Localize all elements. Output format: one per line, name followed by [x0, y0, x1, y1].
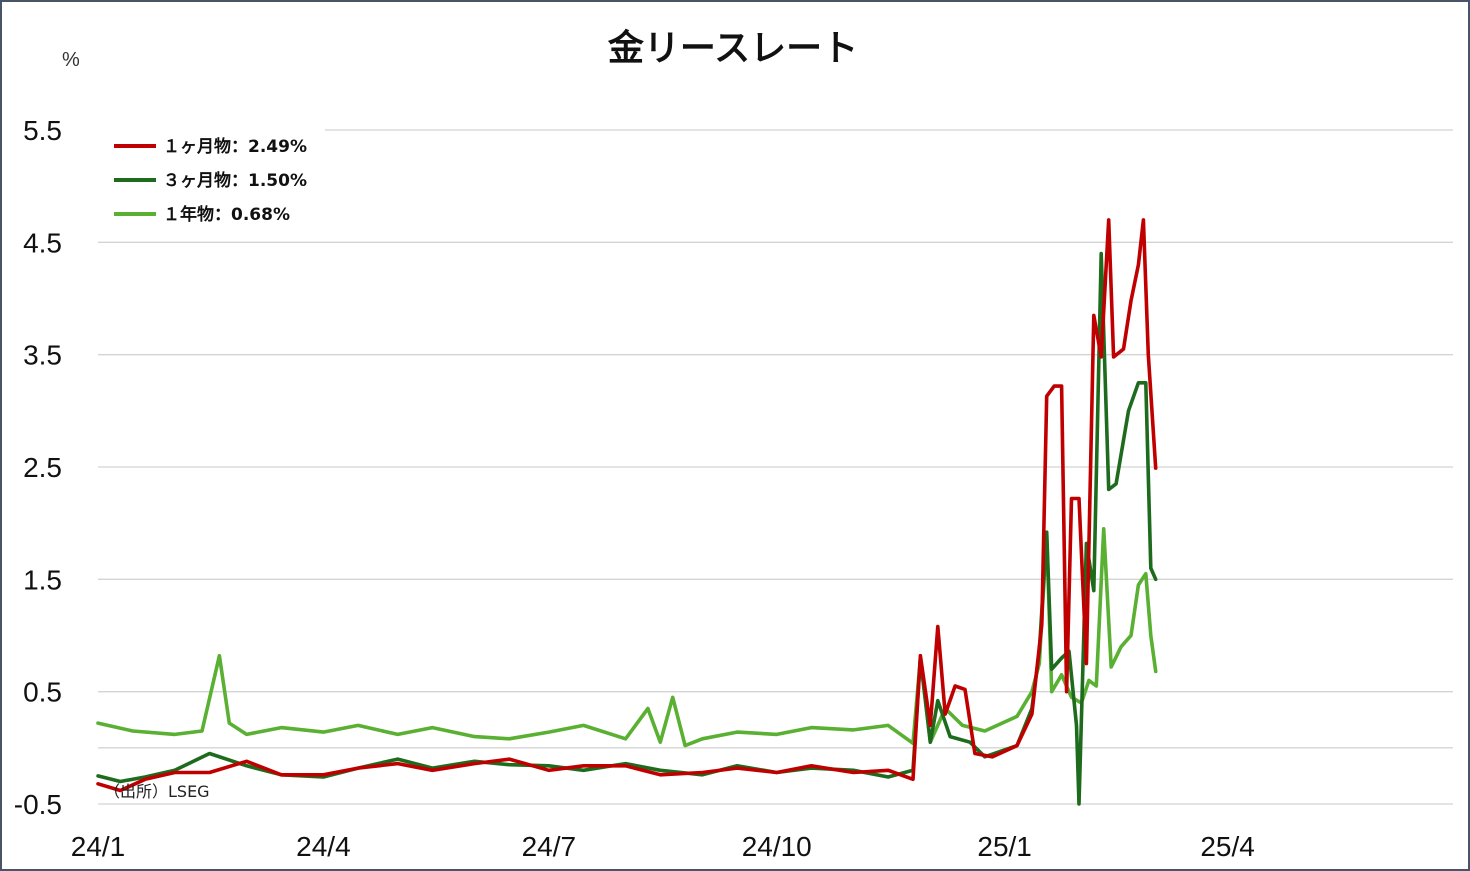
x-tick-label: 24/1	[71, 831, 126, 862]
grid-lines	[98, 129, 1453, 805]
legend-label: １ヶ月物：2.49%	[163, 136, 307, 157]
y-tick-label: 1.5	[23, 564, 62, 595]
series-lines	[96, 218, 1158, 806]
legend-label: １年物：0.68%	[163, 204, 290, 225]
chart-title: 金リースレート	[607, 27, 858, 69]
series-line-2	[96, 527, 1158, 748]
x-tick-label: 24/4	[296, 831, 351, 862]
x-tick-label: 25/1	[977, 831, 1032, 862]
series-line-0	[96, 218, 1158, 793]
y-tick-label: 3.5	[23, 340, 62, 371]
y-tick-label: 0.5	[23, 677, 62, 708]
source-note: （出所）LSEG	[104, 782, 210, 801]
y-axis-ticks: 5.5 4.5 3.5 2.5 1.5 0.5 -0.5	[14, 115, 62, 820]
x-tick-label: 24/7	[522, 831, 577, 862]
y-tick-label: 2.5	[23, 452, 62, 483]
legend-label: ３ヶ月物：1.50%	[163, 170, 307, 191]
x-tick-label: 25/4	[1200, 831, 1255, 862]
x-tick-label: 24/10	[742, 831, 812, 862]
y-tick-label: -0.5	[14, 789, 62, 820]
x-axis-ticks: 24/1 24/4 24/7 24/10 25/1 25/4	[71, 831, 1255, 862]
legend: １ヶ月物：2.49% ３ヶ月物：1.50% １年物：0.68%	[114, 136, 307, 225]
y-tick-label: 5.5	[23, 115, 62, 146]
y-axis-unit-label: %	[62, 49, 80, 71]
y-tick-label: 4.5	[23, 227, 62, 258]
series-line-1	[96, 251, 1158, 806]
